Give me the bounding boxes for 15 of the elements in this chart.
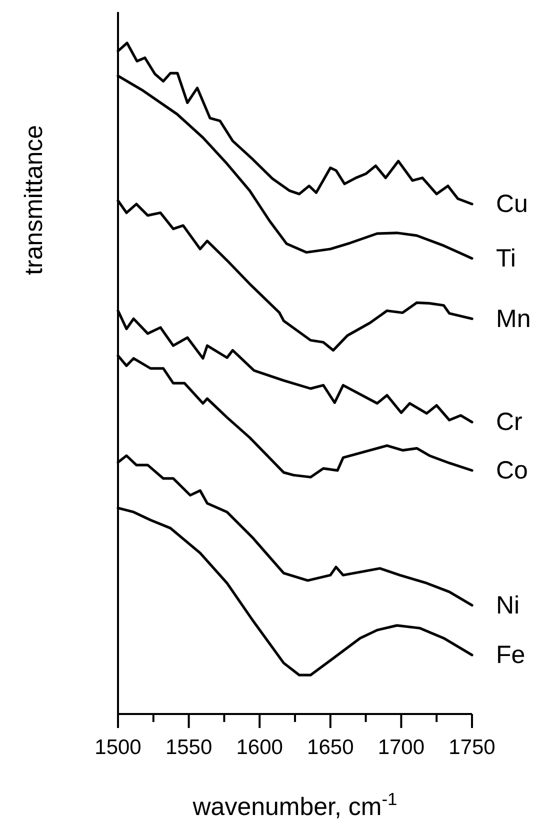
x-tick-label: 1550 [165,736,212,759]
x-tick-label: 1650 [307,736,354,759]
series-label: Co [496,456,528,484]
series-label: Ni [496,591,520,620]
series-label: Cu [496,190,528,218]
x-axis-title: wavenumber, cm$^{-1}$ [192,789,398,821]
series-label: Ti [496,244,516,272]
series-label: Cr [496,408,522,436]
series-label: Mn [496,304,531,333]
x-tick-label: 1600 [236,736,283,759]
series-label: Fe [496,640,526,669]
x-tick-label: 1500 [94,736,142,759]
y-axis-title: transmittance [20,124,48,276]
x-tick-label: 1700 [378,736,425,759]
x-tick-label: 1750 [448,736,496,759]
